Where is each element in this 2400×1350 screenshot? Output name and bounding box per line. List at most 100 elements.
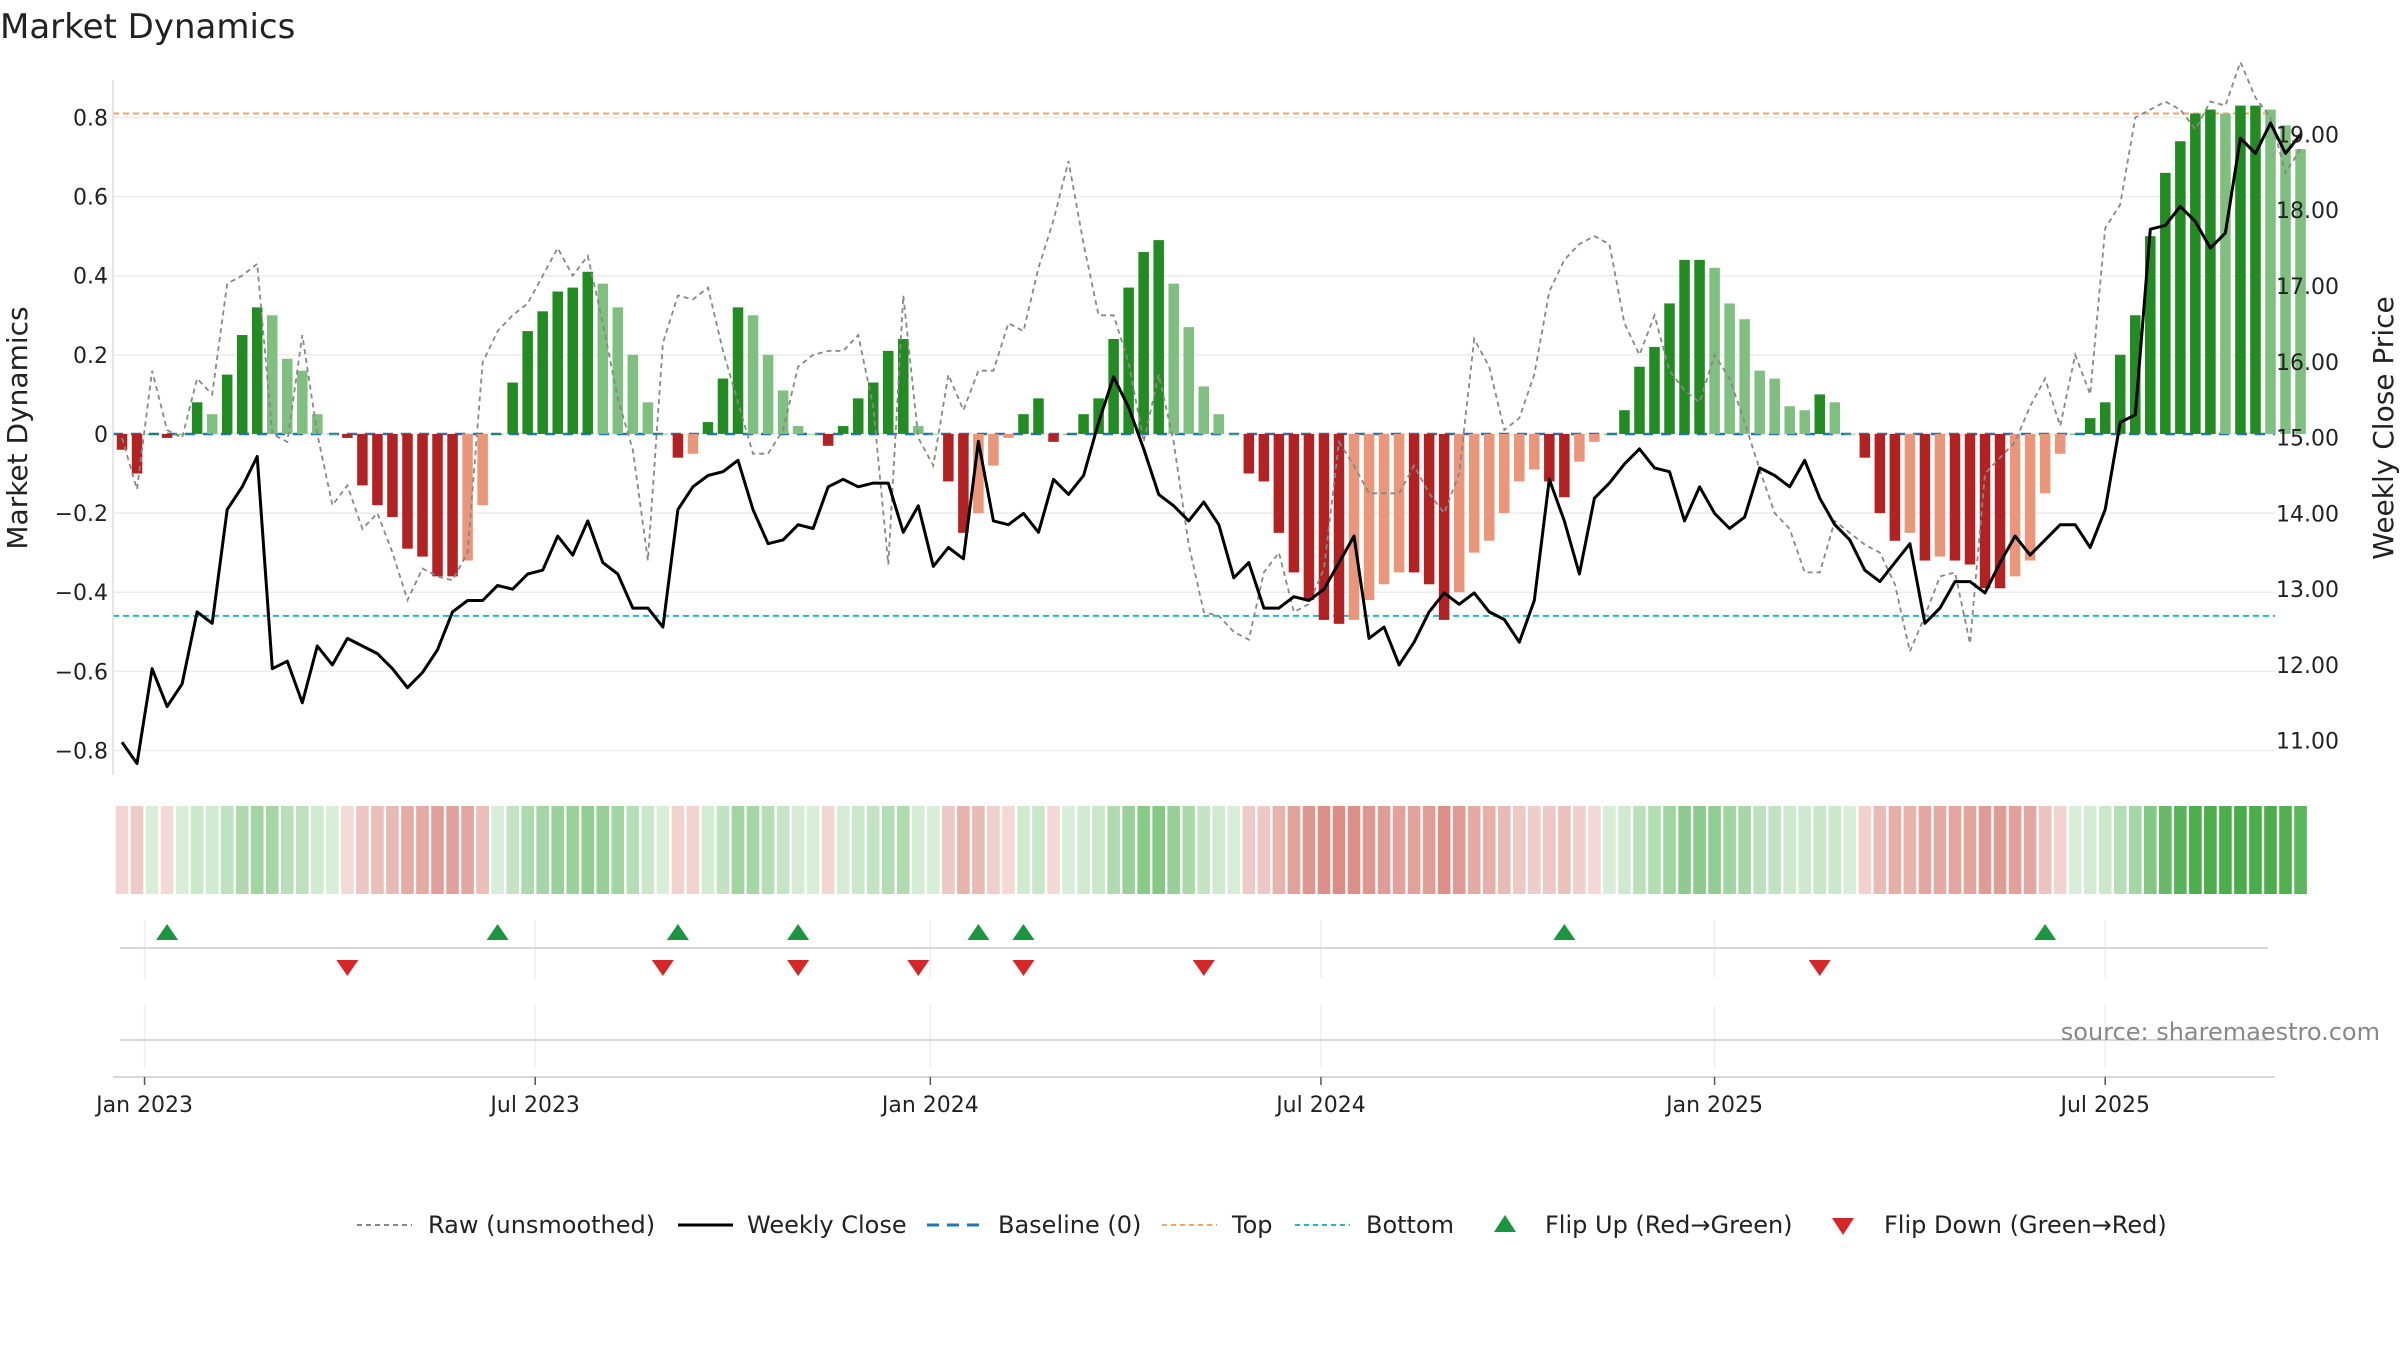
y-tick-right-label: 19.00 xyxy=(2276,123,2339,148)
momentum-bar xyxy=(462,433,473,561)
heat-cell xyxy=(115,806,129,894)
flip-down-marker xyxy=(1192,960,1215,976)
momentum-bar xyxy=(282,358,293,434)
momentum-bar xyxy=(1574,433,1585,462)
heat-cell xyxy=(145,806,159,894)
momentum-bar xyxy=(1949,433,1961,561)
y-tick-left-label: 0.2 xyxy=(73,344,108,369)
legend-flip-up-swatch xyxy=(1494,1215,1516,1232)
heat-cell xyxy=(1377,806,1391,894)
momentum-bar xyxy=(2220,113,2231,434)
momentum-bar xyxy=(1784,406,1795,434)
momentum-bar xyxy=(327,433,338,435)
heat-cell xyxy=(1918,806,1932,894)
heat-cell xyxy=(1798,806,1812,894)
y-tick-left-label: 0 xyxy=(94,423,108,448)
heat-cell xyxy=(1978,806,1992,894)
heat-cell xyxy=(1032,806,1045,894)
heat-cell xyxy=(626,806,640,894)
momentum-bar xyxy=(507,382,518,434)
momentum-bar xyxy=(627,354,639,434)
x-tick-label: Jul 2024 xyxy=(1274,1093,1366,1118)
heat-cell xyxy=(2264,806,2277,894)
momentum-bar xyxy=(822,433,834,446)
flip-up-marker xyxy=(967,924,990,940)
momentum-bar xyxy=(582,271,594,434)
heat-cell xyxy=(1197,806,1211,894)
heat-cell xyxy=(506,806,519,894)
y-axis-left-title: Market Dynamics xyxy=(1,306,34,549)
heat-cell xyxy=(611,806,625,894)
momentum-bar xyxy=(1228,433,1240,435)
momentum-bar xyxy=(2205,109,2216,434)
flip-up-marker xyxy=(1553,924,1576,940)
flip-down-marker xyxy=(336,960,359,976)
momentum-bar xyxy=(2084,418,2096,434)
heat-cell xyxy=(1437,806,1451,894)
heat-cell xyxy=(311,806,324,894)
momentum-bar xyxy=(943,433,954,482)
momentum-bar xyxy=(131,433,143,474)
momentum-bar xyxy=(402,433,413,549)
heat-cell xyxy=(265,806,279,894)
heat-cell xyxy=(1527,806,1541,894)
heat-cell xyxy=(896,806,910,894)
regime-heat-strip xyxy=(115,806,2307,894)
momentum-bar xyxy=(1979,433,1991,589)
momentum-bar xyxy=(1664,303,1675,434)
heat-cell xyxy=(641,806,655,894)
heat-cell xyxy=(1888,806,1902,894)
momentum-bar xyxy=(1483,433,1495,541)
axes-group: −0.8 −0.6 −0.4 −0.2 0 0.2 0.4 0.6 0.8 11.00 12.00 1… xyxy=(55,80,2339,775)
heat-cell xyxy=(371,806,384,894)
heat-cell xyxy=(1858,806,1872,894)
heat-cell xyxy=(1603,806,1616,894)
momentum-bar xyxy=(1514,433,1525,482)
heat-cell xyxy=(205,806,219,894)
heat-cell xyxy=(1332,806,1346,894)
momentum-bar xyxy=(477,433,488,506)
heat-cell xyxy=(1287,806,1301,894)
momentum-bar xyxy=(1529,433,1540,470)
flip-up-marker xyxy=(1012,924,1035,940)
heat-cell xyxy=(326,806,339,894)
momentum-bar xyxy=(1243,433,1255,474)
heat-cell xyxy=(791,806,805,894)
legend-bottom-label: Bottom xyxy=(1366,1211,1454,1239)
momentum-bar xyxy=(1889,433,1901,541)
heat-cell xyxy=(1588,806,1601,894)
momentum-bar xyxy=(1453,433,1465,593)
momentum-bar xyxy=(2250,105,2261,434)
flip-up-marker xyxy=(666,924,689,940)
heat-cell xyxy=(1002,806,1015,894)
y-tick-left-label: 0.4 xyxy=(73,265,108,290)
heat-cell xyxy=(551,806,565,894)
momentum-bar xyxy=(1168,283,1179,434)
momentum-bar xyxy=(1153,240,1164,434)
y-tick-right-label: 17.00 xyxy=(2276,275,2339,300)
heat-cell xyxy=(521,806,534,894)
heat-cell xyxy=(1573,806,1586,894)
momentum-bar xyxy=(1724,303,1735,434)
momentum-bar xyxy=(146,433,158,435)
heat-cell xyxy=(1993,806,2007,894)
heat-cell xyxy=(1933,806,1947,894)
momentum-bar xyxy=(1919,433,1931,561)
heat-cell xyxy=(1948,806,1962,894)
heat-cell xyxy=(446,806,459,894)
momentum-bar xyxy=(1498,433,1510,514)
heat-cell xyxy=(1077,806,1090,894)
flip-down-marker xyxy=(1012,960,1035,976)
heat-cell xyxy=(911,806,925,894)
momentum-bar xyxy=(1333,433,1345,624)
momentum-bar xyxy=(2130,315,2141,434)
momentum-bar xyxy=(1754,370,1765,434)
heat-cell xyxy=(2008,806,2022,894)
momentum-bar xyxy=(1423,433,1435,585)
heat-cell xyxy=(2279,806,2292,894)
momentum-bar xyxy=(2069,433,2081,435)
momentum-bar xyxy=(1874,433,1886,514)
momentum-bar xyxy=(1303,433,1315,601)
heat-cell xyxy=(761,806,775,894)
heat-cell xyxy=(1648,806,1661,894)
